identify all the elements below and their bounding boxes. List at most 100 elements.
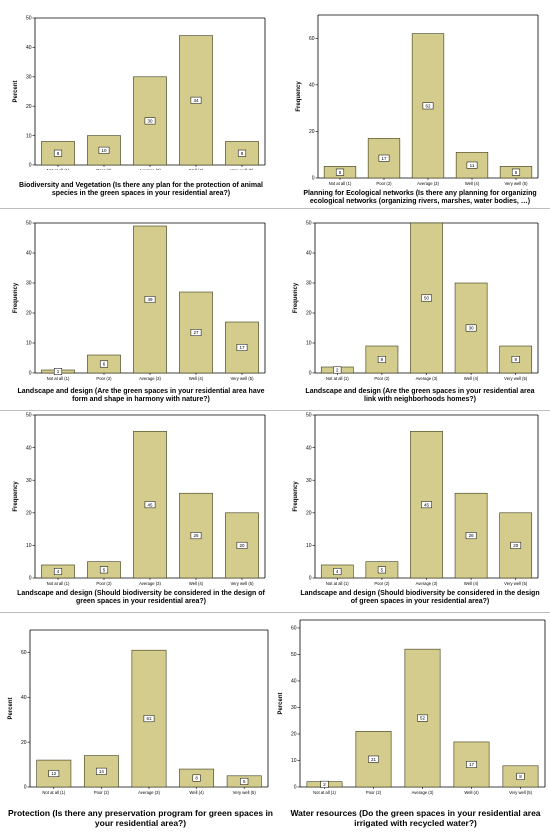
y-axis-label: Frequency: [13, 282, 19, 313]
data-label: 49: [147, 297, 153, 302]
data-label-box: [466, 761, 477, 768]
x-tick-label: Average (3): [412, 790, 434, 795]
bar-chart: 0 10 20 30 40 50 Percent Not at all (1) 8 Poor (2…: [13, 16, 266, 170]
data-label-box: [143, 715, 155, 723]
bar: [179, 492, 213, 579]
data-label: 21: [371, 757, 377, 762]
y-tick-label: 10: [26, 543, 32, 549]
data-label: 52: [420, 716, 426, 721]
y-tick-label: 20: [26, 104, 32, 110]
chart-panel-biodiversity: 0 10 20 30 40 50 Percent Not at all (1) 8 Poor (2…: [0, 0, 275, 208]
x-tick-label: Poor (2): [366, 790, 382, 795]
chart-title: Landscape and design (Are the green spac…: [305, 388, 535, 404]
chart-title: Landscape and design (Are the green spac…: [17, 388, 265, 404]
x-tick-label: Well (4): [464, 790, 479, 795]
y-tick-label: 60: [21, 650, 27, 656]
data-label-box: [465, 324, 477, 332]
x-tick-label: Very well (5): [504, 181, 528, 186]
y-tick-label: 40: [291, 679, 297, 685]
y-tick-label: 30: [291, 705, 297, 711]
y-tick-label: 30: [306, 478, 312, 484]
data-label-box: [192, 774, 201, 782]
x-tick-label: Not at all (1): [326, 376, 349, 381]
y-tick-label: 50: [306, 221, 312, 227]
x-tick-label: Well (4): [189, 790, 204, 795]
y-tick-label: 40: [309, 83, 315, 89]
bar-chart: 0 20 40 60 Frequency Not at all (1) 5 Poor (2) 1…: [296, 14, 539, 186]
chart-panel-landscape-biodiversity-left: 0 10 20 30 40 50 Frequency Not at all (1) 4 Poor …: [0, 410, 275, 612]
data-label: 5: [339, 170, 342, 175]
y-tick-label: 40: [306, 251, 312, 257]
x-tick-label: Average (3): [139, 376, 161, 381]
y-axis-label: Percent: [278, 692, 284, 714]
data-label: 45: [424, 502, 430, 507]
data-label-box: [53, 368, 63, 375]
data-label-box: [510, 541, 522, 549]
data-label-box: [333, 568, 342, 575]
data-label-box: [465, 532, 477, 540]
x-tick-label: Poor (2): [374, 581, 390, 586]
y-tick-label: 50: [306, 413, 312, 419]
data-label-box: [466, 161, 478, 169]
data-label: 50: [424, 296, 430, 301]
data-label: 2: [323, 782, 326, 787]
x-tick-label: Poor (2): [96, 376, 112, 381]
data-label-box: [378, 154, 390, 162]
bar-chart: 0 10 20 30 40 50 Frequency Not at all (1) 2 Poor …: [293, 221, 539, 381]
y-tick-label: 30: [26, 281, 32, 287]
y-tick-label: 40: [26, 251, 32, 257]
y-tick-label: 20: [21, 740, 27, 746]
data-label-box: [96, 767, 107, 775]
data-label: 14: [99, 769, 105, 774]
data-label-box: [144, 117, 156, 125]
chart-panel-landscape-biodiversity-right: 0 10 20 30 40 50 Frequency Not at all (1) 4 Poor …: [275, 410, 550, 612]
data-label-box: [144, 501, 156, 509]
data-label: 1: [57, 369, 60, 374]
x-tick-label: Very well (5): [504, 581, 528, 586]
chart-title: Planning for Ecological networks (Is the…: [303, 190, 537, 206]
y-tick-label: 20: [26, 311, 32, 317]
data-label: 4: [57, 569, 60, 574]
data-label-box: [190, 329, 202, 336]
y-tick-label: 40: [26, 445, 32, 451]
chart-title: Landscape and design (Should biodiversit…: [17, 590, 265, 606]
data-label-box: [237, 149, 247, 157]
y-tick-label: 40: [306, 445, 312, 451]
data-label-box: [417, 714, 428, 722]
x-tick-label: Very well (5): [504, 376, 528, 381]
y-axis-label: Percent: [8, 697, 14, 719]
y-tick-label: 20: [309, 129, 315, 135]
row-divider: [0, 410, 550, 411]
data-label-box: [236, 344, 248, 351]
y-tick-label: 0: [29, 576, 32, 582]
data-label: 5: [515, 170, 518, 175]
chart-panel-water-resources: 0 10 20 30 40 50 60 Percent Not at all (1) 2 Poor …: [275, 612, 550, 839]
data-label-box: [53, 568, 63, 575]
data-label: 5: [381, 567, 384, 572]
x-tick-label: Very well (5): [230, 581, 254, 586]
x-tick-label: Average (3): [416, 376, 438, 381]
data-label-box: [48, 770, 60, 777]
data-label: 17: [381, 156, 387, 161]
x-tick-label: Well (4): [189, 168, 204, 170]
data-label-box: [421, 501, 432, 509]
x-tick-label: Not at all (1): [313, 790, 336, 795]
x-tick-label: Average (3): [138, 790, 160, 795]
row-divider: [0, 612, 550, 613]
y-axis-label: Frequency: [13, 481, 19, 512]
y-tick-label: 50: [291, 652, 297, 658]
y-tick-label: 50: [26, 413, 32, 419]
x-tick-label: Not at all (1): [42, 790, 65, 795]
data-label: 5: [243, 779, 246, 784]
data-label-box: [422, 102, 434, 110]
x-tick-label: Well (4): [464, 581, 479, 586]
bar-chart: 0 10 20 30 40 50 Frequency Not at all (1) 4 Poor …: [13, 413, 266, 586]
data-label: 8: [241, 151, 244, 156]
x-tick-label: Poor (2): [94, 790, 110, 795]
x-tick-label: Poor (2): [96, 168, 112, 170]
bar-chart: 0 20 40 60 Percent Not at all (1) 12 Poor (2) 14…: [8, 629, 269, 795]
data-label: 44: [193, 98, 199, 103]
chart-title: Biodiversity and Vegetation (Is there an…: [19, 182, 263, 198]
y-tick-label: 30: [26, 75, 32, 81]
data-label-box: [511, 168, 521, 176]
